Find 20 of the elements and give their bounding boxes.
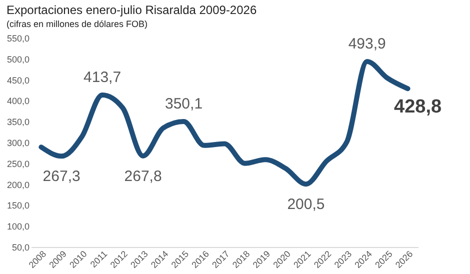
data-label: 493,9 (348, 35, 386, 52)
y-tick-label: 500,0 (6, 54, 30, 64)
y-tick-label: 50,0 (12, 242, 30, 252)
data-label: 267,3 (42, 168, 80, 186)
data-label: 350,1 (164, 96, 203, 113)
y-tick-label: 450,0 (6, 75, 30, 86)
y-tick-label: 200,0 (6, 180, 30, 190)
y-tick-label: 150,0 (6, 200, 30, 211)
y-tick-label: 350,0 (6, 117, 30, 128)
data-label: 267,8 (124, 168, 162, 185)
data-label: 428,8 (394, 96, 442, 118)
chart-subtitle: (cifras en millones de dólares FOB) (6, 19, 148, 29)
data-label: 413,7 (84, 68, 122, 86)
y-tick-label: 100,0 (6, 222, 30, 232)
y-tick-label: 300,0 (6, 138, 30, 148)
data-label: 200,5 (287, 196, 325, 214)
chart-title: Exportaciones enero-julio Risaralda 2009-2026 (6, 3, 257, 17)
y-tick-label: 550,0 (6, 34, 30, 44)
y-tick-label: 250,0 (6, 158, 30, 169)
y-tick-label: 400,0 (6, 96, 30, 106)
